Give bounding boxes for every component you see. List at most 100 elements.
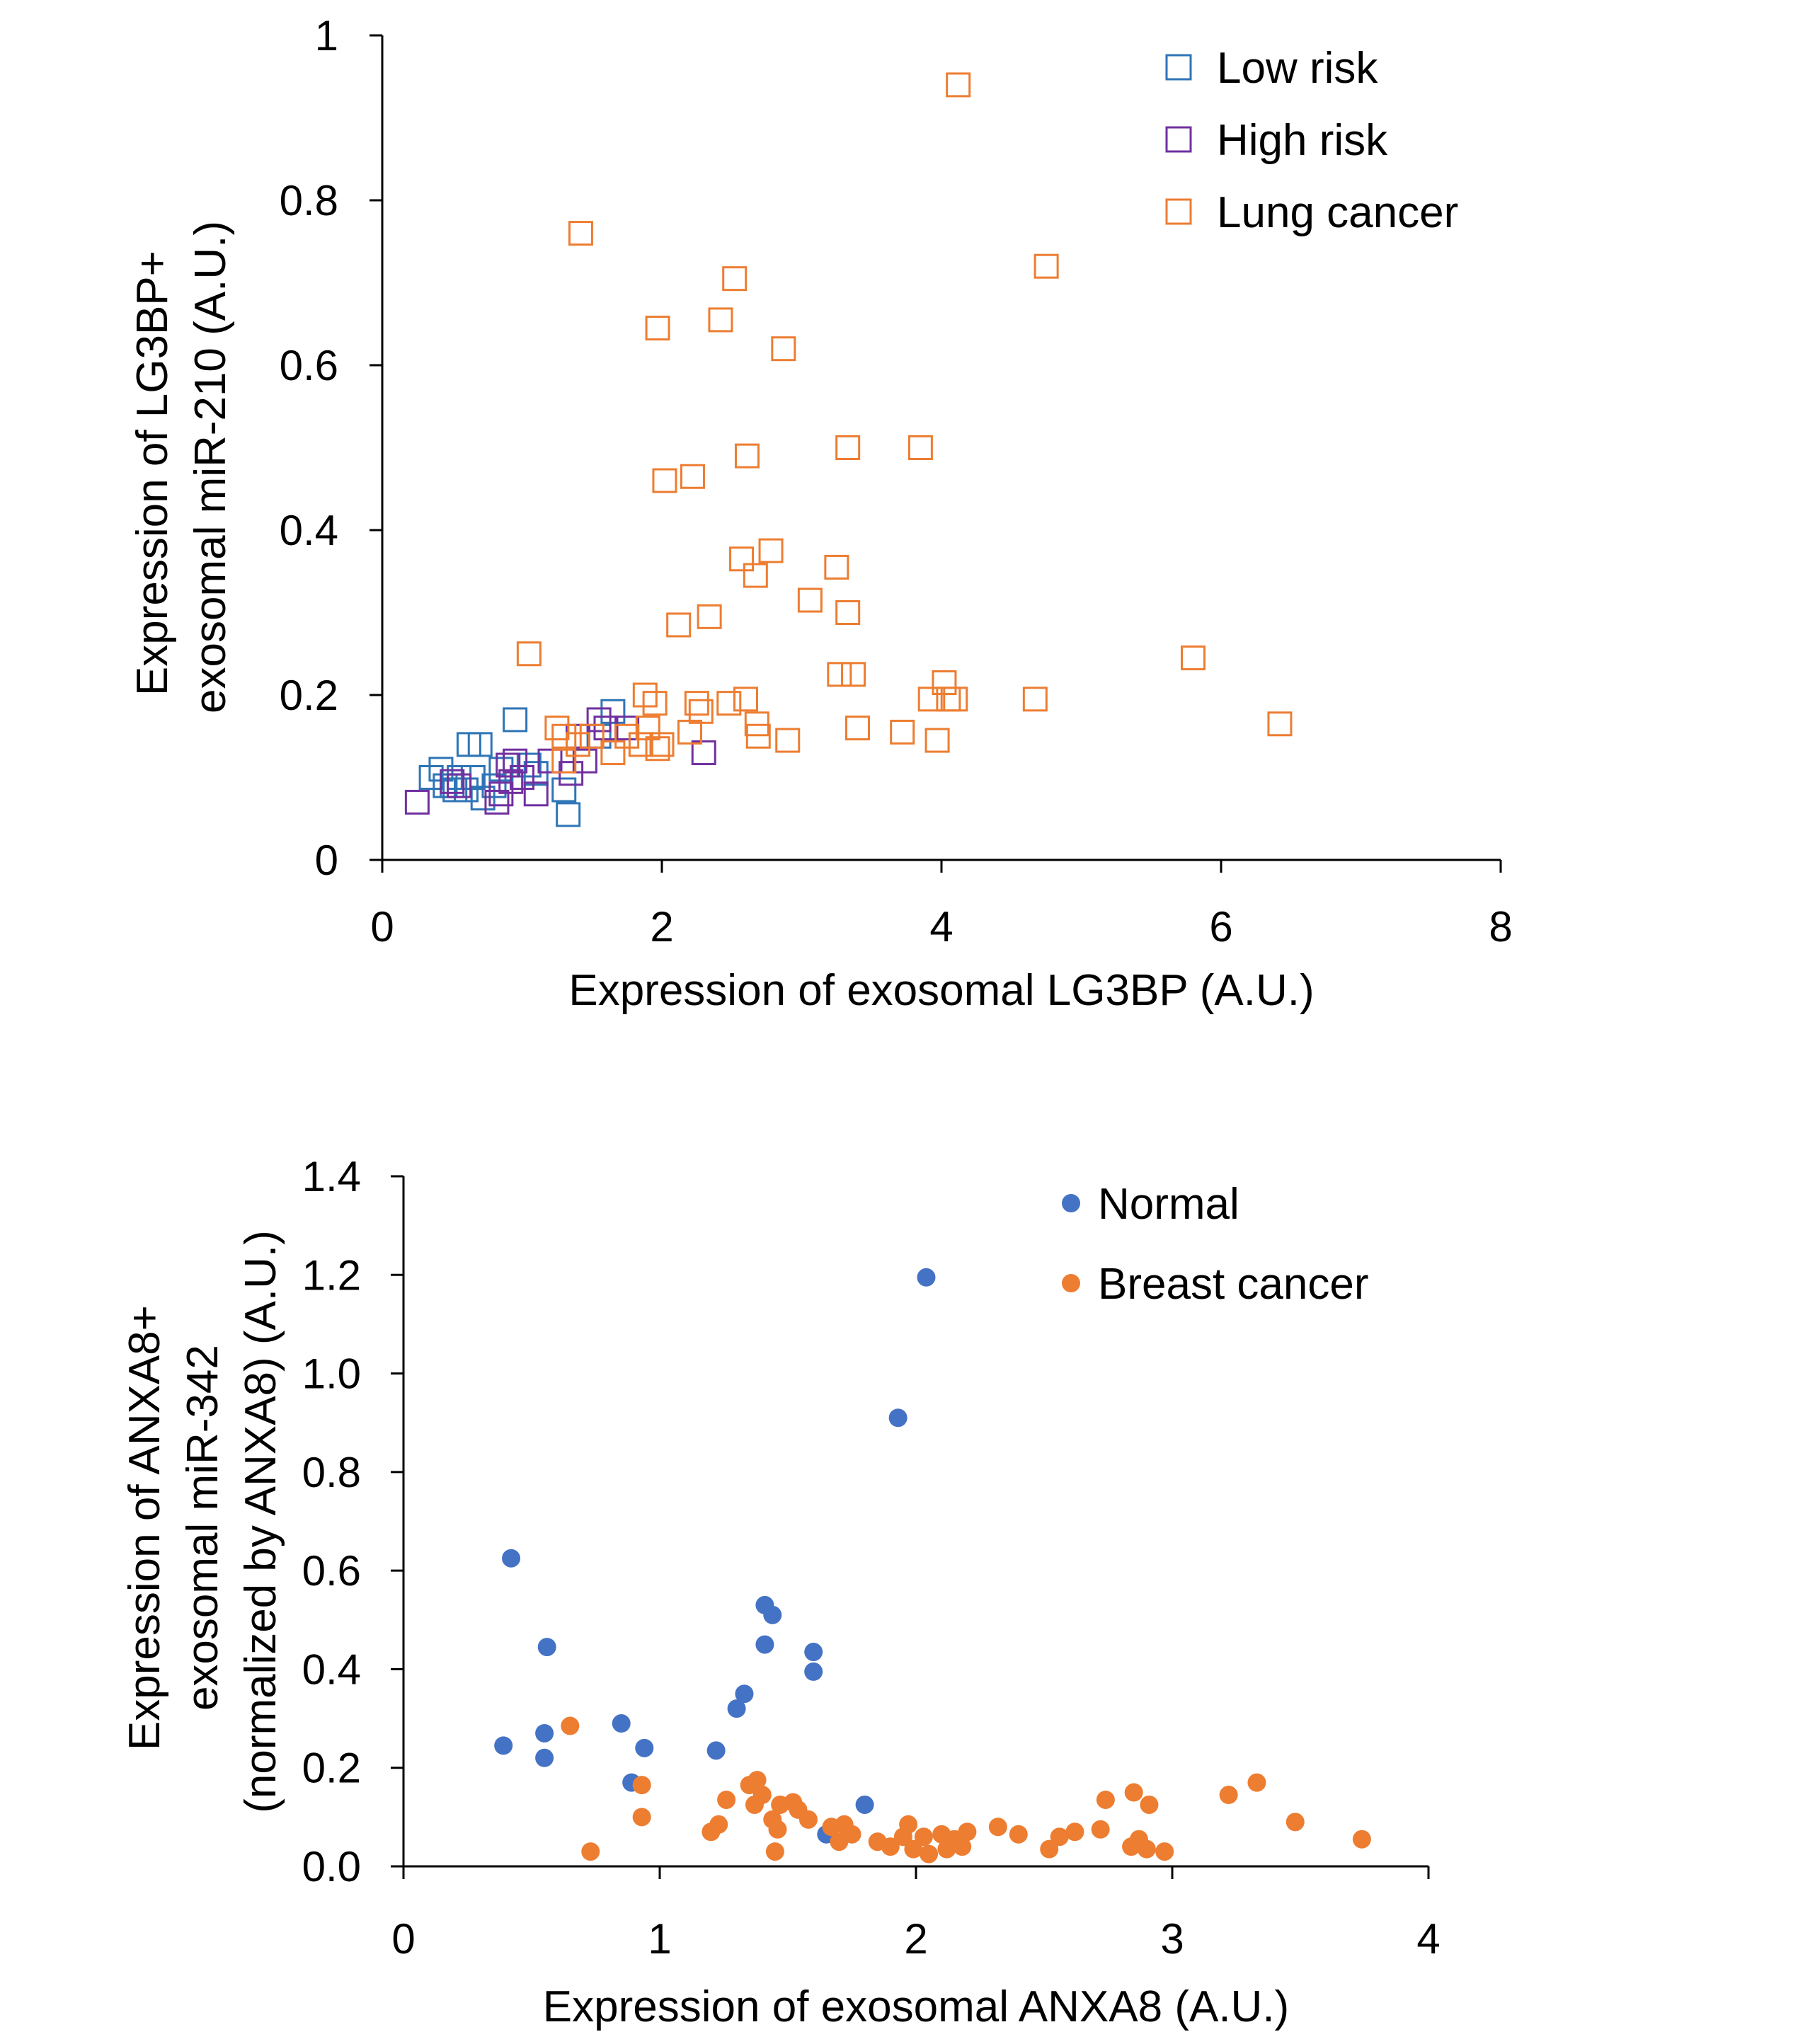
chart-2-x-tick-label: 2	[904, 1915, 927, 1963]
data-point-lung-cancer	[677, 719, 702, 745]
data-point-normal	[502, 1549, 521, 1568]
chart-1-x-tick-label: 2	[650, 903, 673, 951]
data-point-normal	[535, 1723, 554, 1742]
legend-item-low-risk: Low risk	[1165, 44, 1378, 93]
legend-item-breast-cancer: Breast cancer	[1062, 1260, 1369, 1309]
data-point-low-risk	[556, 802, 581, 827]
data-point-high-risk	[586, 707, 612, 733]
data-point-low-risk	[418, 765, 444, 790]
data-point-breast-cancer	[1040, 1839, 1059, 1859]
data-point-breast-cancer	[1285, 1813, 1305, 1832]
data-point-lung-cancer	[632, 682, 658, 708]
data-point-breast-cancer	[798, 1810, 818, 1829]
data-point-breast-cancer	[899, 1815, 918, 1834]
data-point-lung-cancer	[743, 563, 768, 588]
chart-1-y-tick-label: 0	[315, 837, 338, 884]
chart-1-y-axis-title-line-1: Expression of LG3BP+	[128, 251, 177, 696]
data-point-lung-cancer	[729, 546, 755, 572]
data-point-lung-cancer	[614, 723, 640, 749]
data-point-breast-cancer	[752, 1786, 772, 1805]
legend-marker-lung-cancer	[1165, 198, 1192, 225]
chart-1-x-tick-label: 8	[1489, 903, 1512, 951]
data-point-high-risk	[484, 789, 510, 815]
data-point-lung-cancer	[890, 719, 915, 745]
data-point-breast-cancer	[1096, 1790, 1115, 1809]
data-point-lung-cancer	[680, 464, 705, 489]
chart-2-y-axis-title-line-3: (normalized by ANXA8) (A.U.)	[236, 1230, 285, 1813]
data-point-normal	[727, 1699, 746, 1718]
data-point-breast-cancer	[717, 1790, 736, 1809]
chart-1-marks	[404, 72, 1293, 827]
data-point-breast-cancer	[581, 1842, 600, 1861]
chart-2-x-tick-label: 0	[391, 1915, 415, 1963]
data-point-breast-cancer	[1137, 1839, 1156, 1859]
data-point-low-risk	[551, 777, 577, 803]
chart-1-x-ticks: 0 2 4 6 8	[370, 860, 1513, 951]
chart-1-y-axis-title-line-2: exosomal miR-210 (A.U.)	[186, 221, 235, 713]
data-point-lung-cancer	[544, 716, 570, 741]
data-point-breast-cancer	[632, 1776, 651, 1795]
data-point-lung-cancer	[734, 443, 760, 469]
legend-marker-high-risk	[1165, 126, 1192, 153]
chart-1-x-axis-title: Expression of exosomal LG3BP (A.U.)	[568, 966, 1314, 1015]
data-point-breast-cancer	[1247, 1773, 1266, 1792]
data-point-lung-cancer	[666, 612, 692, 638]
data-point-breast-cancer	[768, 1820, 787, 1839]
chart-2-y-axis-title-line-2: exosomal miR-342	[178, 1345, 227, 1711]
data-point-high-risk	[440, 769, 465, 794]
data-point-low-risk	[503, 707, 528, 733]
data-point-breast-cancer	[1352, 1830, 1371, 1849]
chart-1-x-tick-label: 6	[1209, 903, 1232, 951]
data-point-lung-cancer	[684, 691, 709, 716]
data-point-high-risk	[523, 781, 549, 807]
data-point-low-risk	[481, 773, 507, 798]
chart-2-y-axis-title-line-1: Expression of ANXA8+	[120, 1305, 169, 1750]
chart-1-x-tick-label: 0	[370, 903, 394, 951]
data-point-lung-cancer	[943, 687, 968, 712]
data-point-lung-cancer	[566, 732, 590, 757]
data-point-high-risk	[566, 723, 590, 749]
data-point-breast-cancer	[1155, 1842, 1174, 1861]
data-point-normal	[888, 1408, 907, 1428]
legend-label-lung-cancer: Lung cancer	[1217, 188, 1458, 237]
legend-marker-normal	[1062, 1194, 1080, 1212]
data-point-normal	[635, 1738, 654, 1757]
data-point-breast-cancer	[881, 1837, 900, 1856]
chart-2-x-tick-label: 1	[648, 1915, 671, 1963]
data-point-lung-cancer	[722, 266, 748, 292]
chart-2-y-tick-label: 0.8	[302, 1449, 361, 1496]
data-point-breast-cancer	[920, 1844, 939, 1864]
data-point-lung-cancer	[716, 691, 742, 716]
data-point-high-risk	[498, 769, 524, 794]
data-point-lung-cancer	[649, 732, 675, 757]
data-point-normal	[537, 1638, 556, 1657]
data-point-normal	[855, 1795, 874, 1814]
data-point-breast-cancer	[561, 1716, 580, 1735]
data-point-high-risk	[691, 740, 716, 766]
data-point-high-risk	[447, 773, 472, 798]
data-point-lung-cancer	[797, 587, 823, 613]
chart-1-y-tick-label: 0.6	[280, 342, 338, 389]
data-point-lung-cancer	[946, 72, 971, 98]
data-point-lung-cancer	[1267, 711, 1293, 737]
data-point-breast-cancer	[842, 1825, 861, 1844]
data-point-lung-cancer	[841, 662, 866, 687]
data-point-breast-cancer	[709, 1815, 728, 1834]
chart-1-legend: Low risk High risk Lung cancer	[1165, 44, 1458, 237]
data-point-lung-cancer	[652, 468, 677, 493]
data-point-lung-cancer	[924, 728, 950, 753]
data-point-lung-cancer	[824, 554, 849, 580]
data-point-high-risk	[404, 789, 430, 815]
data-point-lung-cancer	[1033, 253, 1059, 279]
data-point-lung-cancer	[1022, 687, 1048, 712]
chart-2-marks	[494, 1268, 1371, 1864]
chart-2-y-ticks: 0.0 0.2 0.4 0.6 0.8 1.0 1.2 1.4	[302, 1153, 403, 1890]
chart-1-y-tick-label: 0.2	[280, 672, 338, 719]
data-point-breast-cancer	[748, 1771, 767, 1790]
data-point-normal	[804, 1662, 823, 1681]
data-point-lung-cancer	[568, 221, 593, 246]
data-point-breast-cancer	[632, 1808, 651, 1827]
data-point-lung-cancer	[1181, 645, 1206, 671]
legend-item-lung-cancer: Lung cancer	[1165, 188, 1458, 237]
